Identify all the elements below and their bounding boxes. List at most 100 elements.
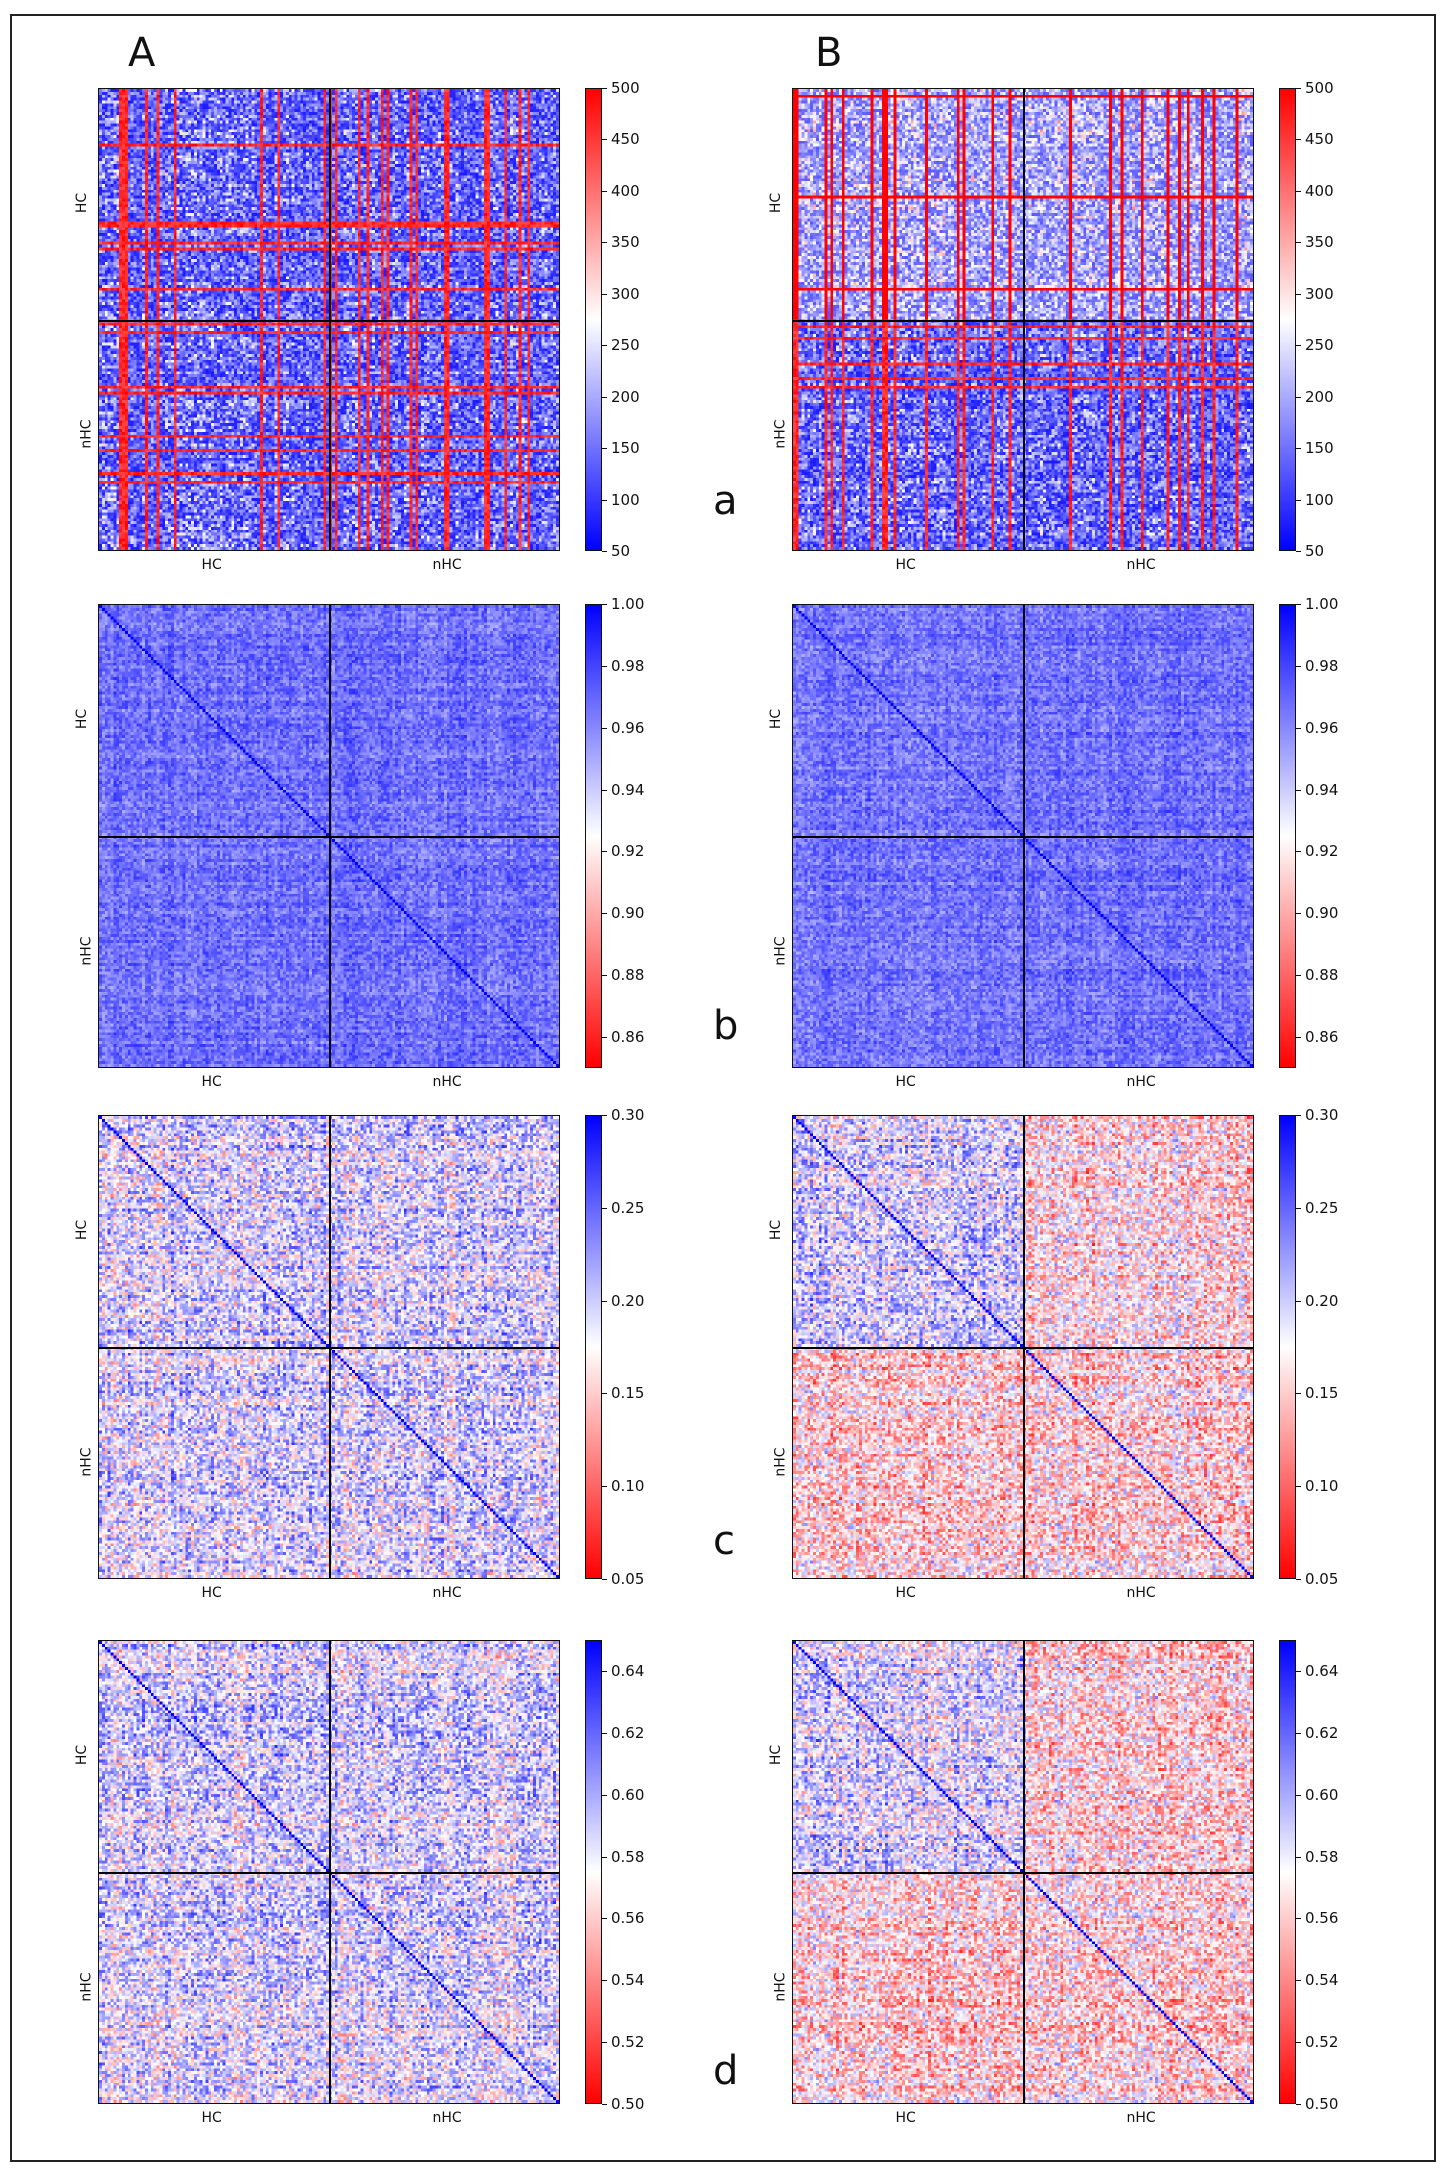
heatmap-A-b-y-label-nHC: nHC: [78, 936, 95, 966]
heatmap-B-b-colorbar: [1279, 604, 1296, 1068]
heatmap-B-d-colorbar-tick-label: 0.60: [1305, 1785, 1339, 1804]
heatmap-B-c-colorbar-tick: [1296, 1393, 1301, 1395]
heatmap-B-c-colorbar: [1279, 1115, 1296, 1579]
heatmap-A-a-colorbar-tick: [602, 139, 607, 141]
heatmap-B-c-y-label-nHC: nHC: [772, 1447, 789, 1477]
heatmap-B-a-colorbar-tick-label: 200: [1305, 387, 1334, 406]
heatmap-B-d-colorbar-tick-label: 0.56: [1305, 1909, 1339, 1928]
heatmap-B-d-group-divider-horizontal: [793, 1872, 1253, 1874]
heatmap-A-a-colorbar-tick-label: 450: [611, 130, 640, 149]
heatmap-A-d-colorbar-tick: [602, 2104, 607, 2105]
heatmap-B-a-colorbar-tick-label: 150: [1305, 439, 1334, 458]
heatmap-B-a-colorbar-tick-label: 500: [1305, 79, 1334, 97]
heatmap-A-a-x-label-HC: HC: [201, 557, 222, 573]
heatmap-A-c-colorbar-tick: [602, 1579, 607, 1580]
heatmap-A-d-colorbar-tick: [602, 1732, 607, 1734]
heatmap-A-a-colorbar-tick-label: 100: [611, 490, 640, 509]
heatmap-B-b: [792, 604, 1254, 1068]
panel-letter-A: A: [128, 30, 156, 76]
heatmap-B-b-group-divider-horizontal: [793, 836, 1253, 838]
heatmap-B-a-colorbar: [1279, 88, 1296, 551]
heatmap-B-a-x-label-nHC: nHC: [1126, 557, 1156, 573]
heatmap-B-a-colorbar-tick: [1296, 551, 1301, 552]
heatmap-A-d-group-divider-horizontal: [99, 1872, 559, 1874]
heatmap-B-d-colorbar-tick-label: 0.54: [1305, 1971, 1339, 1990]
heatmap-B-a-colorbar-tick-label: 300: [1305, 284, 1334, 303]
heatmap-A-c-y-label-nHC: nHC: [78, 1447, 95, 1477]
heatmap-B-a-colorbar-tick: [1296, 448, 1301, 450]
heatmap-B-b-colorbar-tick: [1296, 1037, 1301, 1039]
heatmap-A-b-colorbar-tick: [602, 665, 607, 667]
heatmap-A-d-colorbar-tick-label: 0.54: [611, 1971, 645, 1990]
heatmap-A-b-colorbar-tick-label: 0.94: [611, 780, 645, 799]
heatmap-B-c-colorbar-tick: [1296, 1115, 1301, 1116]
heatmap-B-a-colorbar-tick: [1296, 499, 1301, 501]
heatmap-B-b-colorbar-tick: [1296, 851, 1301, 853]
heatmap-A-a-x-label-nHC: nHC: [432, 557, 462, 573]
heatmap-B-b-colorbar-tick: [1296, 975, 1301, 977]
heatmap-B-d-colorbar-tick-label: 0.62: [1305, 1723, 1339, 1742]
heatmap-B-b-x-label-HC: HC: [895, 1074, 916, 1090]
row-letter-c: c: [713, 1518, 735, 1564]
heatmap-B-c-y-label-HC: HC: [768, 1219, 785, 1241]
heatmap-A-d-x-label-nHC: nHC: [432, 2110, 462, 2126]
heatmap-B-d-colorbar-tick-label: 0.50: [1305, 2095, 1339, 2113]
heatmap-B-b-x-label-nHC: nHC: [1126, 1074, 1156, 1090]
heatmap-A-a-colorbar-tick: [602, 190, 607, 192]
heatmap-A-d-colorbar-tick: [602, 1980, 607, 1982]
panel-letter-B: B: [815, 30, 843, 76]
heatmap-A-b-colorbar-tick-label: 0.88: [611, 966, 645, 985]
heatmap-B-a-colorbar-tick-label: 50: [1305, 542, 1325, 560]
heatmap-B-c-x-label-nHC: nHC: [1126, 1585, 1156, 1601]
heatmap-B-c-colorbar-tick: [1296, 1579, 1301, 1580]
heatmap-B-a-colorbar-tick-label: 350: [1305, 233, 1334, 252]
heatmap-B-b-colorbar-tick-label: 0.88: [1305, 966, 1339, 985]
heatmap-A-c: [98, 1115, 560, 1579]
heatmap-A-b-colorbar-tick-label: 0.96: [611, 718, 645, 737]
heatmap-B-c-colorbar-tick: [1296, 1207, 1301, 1209]
heatmap-A-c-colorbar-tick-label: 0.10: [611, 1477, 645, 1496]
heatmap-B-b-y-label-nHC: nHC: [772, 936, 789, 966]
heatmap-A-b-x-label-HC: HC: [201, 1074, 222, 1090]
heatmap-A-b-colorbar-tick: [602, 727, 607, 729]
heatmap-A-c-group-divider-horizontal: [99, 1347, 559, 1349]
heatmap-B-a-colorbar-tick: [1296, 345, 1301, 347]
heatmap-A-c-colorbar-tick: [602, 1115, 607, 1116]
heatmap-B-b-colorbar-tick-label: 0.90: [1305, 904, 1339, 923]
heatmap-A-c-colorbar-tick-label: 0.20: [611, 1291, 645, 1310]
heatmap-B-a-colorbar-tick-label: 250: [1305, 336, 1334, 355]
heatmap-A-c-colorbar-tick: [602, 1393, 607, 1395]
heatmap-B-d-colorbar-tick-label: 0.58: [1305, 1847, 1339, 1866]
heatmap-B-d: [792, 1640, 1254, 2104]
heatmap-A-a-colorbar-tick-label: 250: [611, 336, 640, 355]
heatmap-A-d-colorbar-tick: [602, 1670, 607, 1672]
heatmap-B-d-colorbar-tick: [1296, 1856, 1301, 1858]
heatmap-A-a-y-label-nHC: nHC: [78, 419, 95, 449]
heatmap-B-d-y-label-HC: HC: [768, 1744, 785, 1766]
heatmap-A-d-colorbar: [585, 1640, 602, 2104]
heatmap-B-d-colorbar-tick-label: 0.64: [1305, 1661, 1339, 1680]
heatmap-B-c-colorbar-tick-label: 0.20: [1305, 1291, 1339, 1310]
heatmap-B-d-y-label-nHC: nHC: [772, 1972, 789, 2002]
heatmap-B-c: [792, 1115, 1254, 1579]
row-letter-d: d: [713, 2048, 739, 2094]
heatmap-B-a-colorbar-tick: [1296, 190, 1301, 192]
heatmap-A-a-colorbar-tick: [602, 293, 607, 295]
heatmap-B-a-colorbar-tick: [1296, 293, 1301, 295]
heatmap-B-c-colorbar-tick-label: 0.25: [1305, 1198, 1339, 1217]
heatmap-A-a-colorbar-tick-label: 500: [611, 79, 640, 97]
heatmap-B-a-colorbar-tick: [1296, 396, 1301, 398]
heatmap-A-b-colorbar-tick: [602, 604, 607, 605]
heatmap-B-b-colorbar-tick-label: 0.94: [1305, 780, 1339, 799]
heatmap-B-b-colorbar-tick-label: 0.92: [1305, 842, 1339, 861]
heatmap-B-b-colorbar-tick: [1296, 665, 1301, 667]
heatmap-B-c-colorbar-tick-label: 0.05: [1305, 1570, 1339, 1588]
heatmap-B-a-colorbar-tick: [1296, 139, 1301, 141]
heatmap-A-c-colorbar-tick-label: 0.15: [611, 1384, 645, 1403]
heatmap-B-a-y-label-HC: HC: [768, 192, 785, 213]
heatmap-B-d-colorbar-tick: [1296, 1794, 1301, 1796]
heatmap-B-a-x-label-HC: HC: [895, 557, 916, 573]
heatmap-A-a-colorbar-tick: [602, 88, 607, 89]
heatmap-B-d-x-label-nHC: nHC: [1126, 2110, 1156, 2126]
heatmap-A-a-colorbar: [585, 88, 602, 551]
